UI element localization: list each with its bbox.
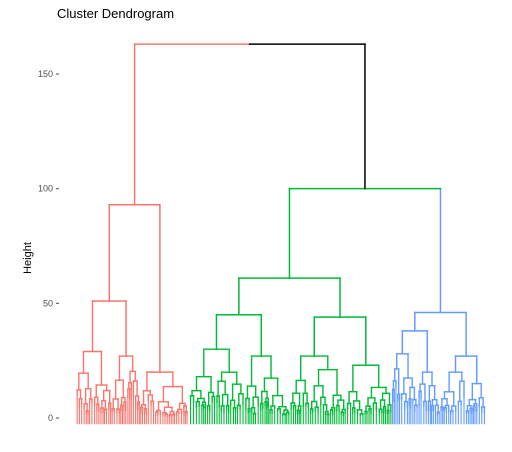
y-tick-label: 0 bbox=[48, 413, 53, 423]
dendrogram-tree bbox=[76, 43, 486, 425]
y-tick-label: 150 bbox=[38, 69, 53, 79]
y-tick-label: 50 bbox=[43, 298, 53, 308]
y-axis-label: Height bbox=[22, 242, 34, 274]
chart-title: Cluster Dendrogram bbox=[57, 6, 174, 21]
y-tick-label: 100 bbox=[38, 184, 53, 194]
y-axis: 0 50 100 150 bbox=[38, 69, 59, 423]
